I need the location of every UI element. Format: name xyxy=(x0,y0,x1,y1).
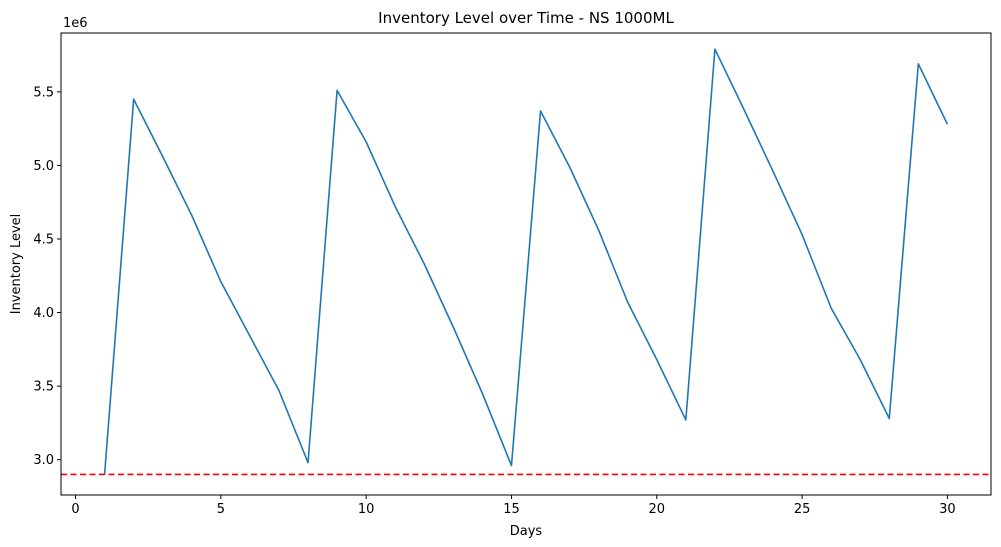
y-tick-label: 3.0 xyxy=(33,453,54,468)
y-tick-label: 4.5 xyxy=(33,232,54,247)
axis-ticks: 0 5 10 15 20 25 30 3.0 3.5 4.0 4.5 5.0 5.5 xyxy=(33,85,955,517)
x-tick-label: 15 xyxy=(503,502,520,517)
y-tick-label: 5.0 xyxy=(33,159,54,174)
plot-content xyxy=(61,48,991,476)
x-tick-label: 25 xyxy=(794,502,811,517)
x-tick-label: 10 xyxy=(358,502,375,517)
x-tick-label: 5 xyxy=(217,502,225,517)
chart-title: Inventory Level over Time - NS 1000ML xyxy=(378,9,674,27)
x-axis-label: Days xyxy=(510,524,543,539)
x-tick-label: 0 xyxy=(71,502,79,517)
series-line-0 xyxy=(103,48,949,475)
y-tick-label: 4.0 xyxy=(33,306,54,321)
x-tick-label: 20 xyxy=(649,502,666,517)
y-tick-label: 5.5 xyxy=(33,85,54,100)
x-tick-label: 30 xyxy=(939,502,956,517)
plot-frame xyxy=(60,32,992,496)
y-axis-label: Inventory Level xyxy=(9,214,24,315)
y-tick-label: 3.5 xyxy=(33,380,54,395)
y-offset-label: 1e6 xyxy=(63,16,88,31)
